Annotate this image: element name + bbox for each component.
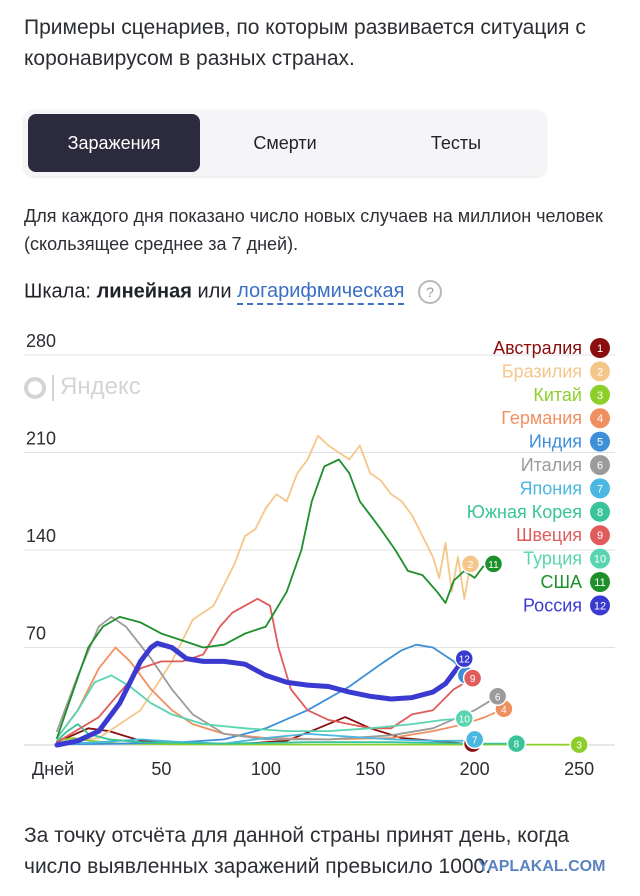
legend-marker <box>590 572 610 592</box>
series-line <box>56 737 580 746</box>
series-line <box>56 434 472 745</box>
legend-number: 10 <box>594 554 606 566</box>
x-tick-label: 200 <box>460 759 490 779</box>
legend-label: Германия <box>501 408 582 428</box>
legend-marker <box>590 501 610 522</box>
legend-label: Бразилия <box>502 361 582 381</box>
series-end-number: 2 <box>468 560 474 571</box>
legend-number: 3 <box>597 390 603 402</box>
legend-number: 9 <box>597 530 603 542</box>
scale-or: или <box>197 280 232 303</box>
legend-marker <box>590 431 610 452</box>
series-end-number: 8 <box>514 740 520 751</box>
series-end-number: 3 <box>576 741 582 752</box>
series-line <box>56 597 474 744</box>
legend-label: Италия <box>521 455 582 475</box>
yandex-watermark: Яндекс <box>24 373 141 401</box>
legend-number: 4 <box>597 413 603 425</box>
yaplakal-watermark: YAPLAKAL.COM <box>478 858 606 875</box>
tab-tests[interactable]: Тесты <box>430 133 482 153</box>
legend-marker <box>590 525 610 546</box>
scale-linear-option[interactable]: линейная <box>96 280 192 303</box>
legend-label: США <box>540 572 582 592</box>
legend-marker <box>590 595 610 616</box>
series-end-marker <box>460 554 481 574</box>
series-line <box>56 733 476 746</box>
scale-selector: Шкала: линейная или логарифмическая ? <box>24 280 442 306</box>
infections-chart: 70140210280Дней5010015020025012345678910… <box>24 331 615 779</box>
series-end-number: 9 <box>470 674 476 685</box>
series-end-number: 11 <box>488 560 499 571</box>
legend-label: Швеция <box>516 525 582 545</box>
series-end-number: 10 <box>459 715 471 726</box>
x-tick-label: 100 <box>251 759 281 779</box>
series-end-marker <box>462 668 483 688</box>
series-end-number: 6 <box>495 692 501 703</box>
yandex-logo-icon <box>24 376 46 399</box>
legend-label: Япония <box>520 478 583 498</box>
x-tick-label: 50 <box>151 759 171 779</box>
legend-number: 1 <box>597 343 603 355</box>
series-end-marker <box>454 648 474 669</box>
legend-label: Россия <box>523 595 582 615</box>
series-end-number: 12 <box>459 655 471 666</box>
metric-tabs: Заражения Смерти Тесты <box>24 110 546 176</box>
tab-infections[interactable]: Заражения <box>28 114 200 172</box>
help-icon[interactable]: ? <box>418 280 442 304</box>
series-end-marker <box>487 686 508 706</box>
series-end-marker <box>464 729 485 750</box>
legend-number: 11 <box>594 577 605 589</box>
y-tick-label: 210 <box>26 429 56 449</box>
y-tick-label: 280 <box>26 331 56 351</box>
legend-marker <box>590 361 610 382</box>
legend-label: Китай <box>533 385 582 405</box>
yandex-watermark-text: Яндекс <box>60 373 141 400</box>
legend-marker <box>590 384 610 405</box>
series-end-marker <box>506 733 527 754</box>
legend-label: Австралия <box>493 338 582 358</box>
legend-label: Южная Корея <box>467 502 582 522</box>
legend-number: 12 <box>594 600 606 612</box>
series-line <box>56 646 505 741</box>
legend-number: 5 <box>597 437 603 449</box>
series-end-marker <box>483 554 504 574</box>
chart-description: Для каждого дня показано число новых слу… <box>24 206 603 254</box>
series-line <box>56 674 466 739</box>
scale-log-link[interactable]: логарифмическая <box>237 280 405 306</box>
series-end-marker <box>569 734 589 755</box>
series-line <box>56 616 499 741</box>
legend-number: 7 <box>597 483 603 495</box>
legend-marker <box>590 338 610 358</box>
series-end-marker <box>454 708 474 729</box>
legend-label: Индия <box>529 432 582 452</box>
watermark-divider <box>52 374 54 401</box>
series-line <box>54 640 467 748</box>
series-end-number: 4 <box>501 705 507 716</box>
series-line <box>56 458 495 739</box>
x-tick-label: 250 <box>564 759 594 779</box>
legend-marker <box>590 478 610 499</box>
legend-number: 6 <box>597 460 603 472</box>
footer-note: За точку отсчёта для данной страны приня… <box>24 824 570 878</box>
x-tick-label: 150 <box>355 759 385 779</box>
series-line <box>56 723 518 745</box>
legend-number: 2 <box>597 366 603 378</box>
legend-label: Турция <box>523 549 582 569</box>
y-tick-label: 140 <box>26 526 56 546</box>
legend-marker <box>590 455 610 475</box>
scale-prefix: Шкала: <box>24 280 91 303</box>
tab-deaths[interactable]: Смерти <box>253 133 317 153</box>
legend-number: 8 <box>597 507 603 519</box>
y-tick-label: 70 <box>26 624 46 644</box>
series-end-number: 7 <box>472 735 478 746</box>
x-axis-label: Дней <box>32 759 74 779</box>
legend-marker <box>590 548 610 569</box>
legend-marker <box>590 408 610 429</box>
intro-text: Примеры сценариев, по которым развиваетс… <box>24 16 586 70</box>
